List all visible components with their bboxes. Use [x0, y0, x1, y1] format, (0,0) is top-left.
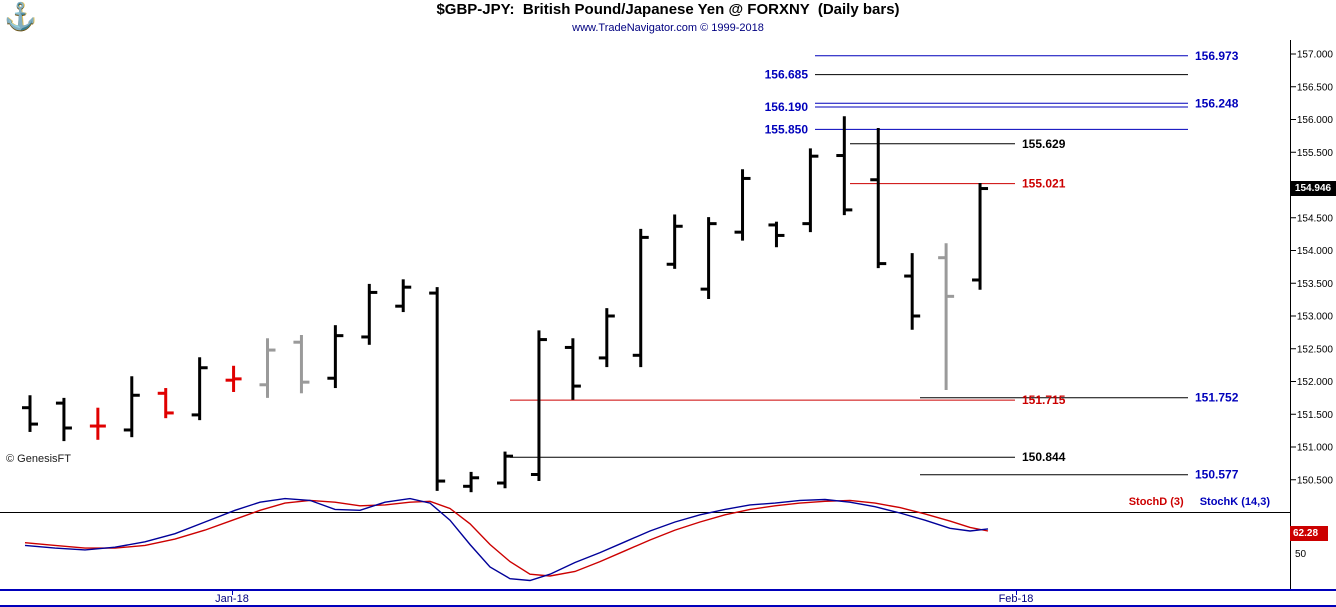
ohlc-bar[interactable] [632, 228, 649, 368]
price-axis-label: 157.000 [1297, 50, 1334, 61]
price-axis-label: 154.500 [1297, 213, 1334, 224]
ohlc-bar[interactable] [191, 357, 208, 421]
anchor-icon: ⚓ [4, 1, 37, 31]
price-axis-label: 151.500 [1297, 410, 1334, 421]
price-axis-label: 154.000 [1297, 246, 1334, 257]
price-axis-label: 155.500 [1297, 148, 1334, 159]
ohlc-bar[interactable] [836, 116, 853, 216]
stoch-current-value-badge: 62.28 [1290, 526, 1328, 541]
titlebar: $GBP-JPY: British Pound/Japanese Yen @ F… [0, 1, 1336, 34]
price-level: 155.021 [850, 177, 1066, 191]
price-axis-label: 152.000 [1297, 377, 1334, 388]
ohlc-bar[interactable] [225, 365, 242, 392]
ohlc-bar[interactable] [123, 376, 140, 438]
price-axis-label: 151.000 [1297, 443, 1334, 454]
ohlc-bar[interactable] [395, 279, 412, 313]
stoch-legend: StochD (3) StochK (14,3) [0, 496, 1270, 508]
level-label: 156.190 [765, 100, 809, 114]
price-axis-label: 150.500 [1297, 475, 1334, 486]
level-label: 151.752 [1195, 391, 1239, 405]
ohlc-bar[interactable] [429, 287, 446, 491]
price-level: 156.248 [815, 96, 1239, 110]
ohlc-bar[interactable] [361, 283, 378, 345]
price-axis-label: 152.500 [1297, 344, 1334, 355]
ohlc-bar[interactable] [293, 334, 310, 394]
stoch-d-line [24, 499, 989, 577]
ohlc-bar[interactable] [598, 308, 615, 368]
chart-title: $GBP-JPY: British Pound/Japanese Yen @ F… [436, 1, 900, 18]
level-label: 151.715 [1022, 393, 1066, 407]
ohlc-bar[interactable] [497, 451, 514, 489]
price-level: 155.629 [850, 137, 1066, 151]
ohlc-bar[interactable] [22, 395, 38, 432]
level-label: 156.685 [765, 68, 809, 82]
price-axis-label: 156.000 [1297, 115, 1334, 126]
time-axis[interactable]: Jan-18 Feb-18 [0, 589, 1336, 607]
price-axis-label: 153.500 [1297, 279, 1334, 290]
ohlc-bar[interactable] [666, 214, 683, 269]
ohlc-bar[interactable] [530, 330, 547, 482]
ohlc-bar[interactable] [938, 243, 955, 391]
ohlc-bar[interactable] [564, 338, 581, 400]
price-level: 156.973 [815, 49, 1239, 63]
level-label: 156.248 [1195, 96, 1239, 110]
ohlc-bar[interactable] [802, 148, 819, 233]
ohlc-bar[interactable] [89, 407, 106, 440]
price-level: 156.685 [765, 68, 1188, 82]
ohlc-bar[interactable] [734, 169, 751, 241]
price-level: 151.752 [920, 391, 1239, 405]
genesis-anchor-logo: ⚓ [4, 0, 38, 32]
price-level: 156.190 [765, 100, 1188, 114]
ohlc-bar[interactable] [157, 388, 174, 419]
ohlc-bar[interactable] [463, 471, 480, 493]
price-level: 151.715 [510, 393, 1066, 407]
stoch-k-line [24, 497, 989, 582]
time-axis-label: Jan-18 [215, 593, 249, 605]
price-axis-label: 156.500 [1297, 82, 1334, 93]
level-label: 155.850 [765, 122, 809, 136]
ohlc-bar[interactable] [55, 397, 72, 442]
price-level: 155.850 [765, 122, 1188, 136]
price-level: 150.844 [510, 450, 1066, 464]
ohlc-bar[interactable] [972, 183, 989, 290]
stoch-mid-level-label: 50 [1295, 549, 1307, 560]
level-label: 150.844 [1022, 450, 1066, 464]
ohlc-bar[interactable] [870, 128, 887, 269]
level-label: 150.577 [1195, 468, 1239, 482]
ohlc-bar[interactable] [700, 217, 717, 299]
level-label: 155.629 [1022, 137, 1066, 151]
time-axis-label: Feb-18 [998, 593, 1034, 605]
level-label: 155.021 [1022, 177, 1066, 191]
ohlc-bar[interactable] [327, 325, 344, 389]
genesis-watermark: © GenesisFT [6, 453, 71, 465]
level-label: 156.973 [1195, 49, 1239, 63]
current-price-badge: 154.946 [1290, 181, 1336, 196]
price-level: 150.577 [920, 468, 1239, 482]
time-axis-tick [232, 591, 233, 595]
stoch-k-legend[interactable]: StochK (14,3) [1199, 496, 1270, 508]
ohlc-bar[interactable] [904, 253, 921, 330]
price-axis-label: 153.000 [1297, 312, 1334, 323]
ohlc-bar[interactable] [768, 221, 785, 248]
chart-subtitle: www.TradeNavigator.com © 1999-2018 [572, 22, 764, 34]
time-axis-tick [1016, 591, 1017, 595]
stoch-d-legend[interactable]: StochD (3) [1128, 496, 1184, 508]
ohlc-bar[interactable] [259, 338, 276, 398]
